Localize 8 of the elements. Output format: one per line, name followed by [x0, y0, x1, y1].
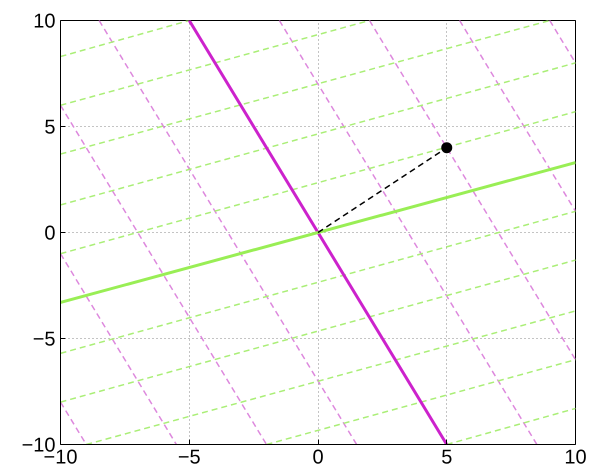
y-tick-label: −5: [32, 328, 56, 350]
x-tick-label: 10: [564, 446, 587, 466]
y-tick-label: 0: [44, 222, 56, 244]
x-tick-label: 0: [312, 446, 324, 466]
x-tick-label: 5: [441, 446, 452, 466]
y-tick-label: 5: [44, 116, 56, 138]
x-tick-label: −5: [178, 446, 201, 466]
y-tick-label: 10: [33, 10, 56, 32]
